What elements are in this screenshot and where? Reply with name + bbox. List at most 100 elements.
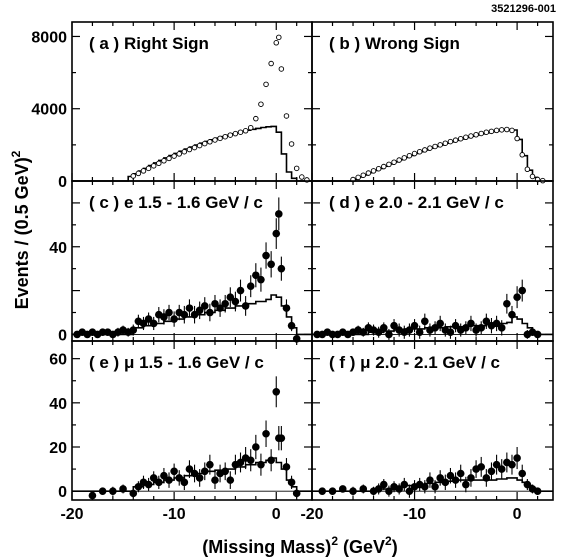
data-point bbox=[498, 127, 505, 133]
data-point bbox=[523, 480, 532, 489]
data-point bbox=[493, 127, 500, 134]
data-point bbox=[467, 474, 475, 482]
data-point bbox=[513, 454, 521, 462]
data-point bbox=[508, 310, 516, 319]
x-tick-label: -20 bbox=[300, 506, 323, 523]
panel-frame bbox=[311, 340, 554, 501]
data-point bbox=[427, 145, 433, 151]
data-point bbox=[374, 485, 383, 493]
data-point bbox=[446, 328, 455, 337]
data-point bbox=[411, 150, 418, 157]
data-point bbox=[416, 148, 423, 155]
x-tick-label: -10 bbox=[403, 506, 426, 523]
data-point bbox=[293, 165, 300, 172]
data-point bbox=[277, 434, 286, 442]
data-point bbox=[441, 478, 450, 487]
data-point bbox=[524, 166, 531, 173]
data-point bbox=[359, 485, 368, 493]
data-point bbox=[246, 456, 255, 465]
panel-c: 0 40 ( c ) e 1.5 - 1.6 GeV / c bbox=[49, 180, 313, 344]
data-point bbox=[246, 282, 255, 291]
data-point bbox=[379, 480, 388, 489]
data-point bbox=[232, 130, 239, 137]
data-point bbox=[262, 251, 270, 260]
data-point bbox=[277, 264, 286, 273]
data-point bbox=[88, 491, 97, 500]
data-point bbox=[421, 482, 429, 491]
data-point bbox=[482, 474, 491, 482]
data-point bbox=[165, 308, 173, 317]
panel-b: ( b ) Wrong Sign bbox=[311, 21, 554, 184]
data-point bbox=[275, 210, 283, 218]
data-point bbox=[253, 115, 259, 122]
data-point bbox=[477, 463, 486, 471]
data-point bbox=[206, 308, 214, 317]
data-point bbox=[196, 142, 203, 149]
data-point bbox=[134, 482, 143, 491]
data-point bbox=[406, 152, 413, 159]
data-point bbox=[519, 152, 525, 158]
y-tick-label: 0 bbox=[58, 174, 67, 191]
y-tick-label: 40 bbox=[49, 396, 67, 413]
data-point bbox=[283, 113, 290, 119]
data-point bbox=[400, 480, 409, 489]
data-point bbox=[176, 151, 182, 157]
data-point bbox=[211, 299, 219, 308]
data-point bbox=[252, 271, 260, 280]
data-point bbox=[299, 174, 305, 180]
data-point bbox=[518, 469, 527, 478]
data-point bbox=[217, 135, 223, 142]
data-point bbox=[533, 487, 542, 495]
data-point bbox=[155, 478, 163, 487]
data-point bbox=[488, 128, 495, 135]
data-point bbox=[165, 476, 173, 484]
data-point bbox=[390, 321, 398, 330]
data-point bbox=[318, 487, 327, 495]
data-point bbox=[360, 172, 367, 178]
y-tick-label: 0 bbox=[58, 484, 67, 501]
data-point bbox=[195, 474, 204, 482]
data-point bbox=[431, 482, 439, 491]
data-point bbox=[436, 319, 444, 328]
data-point bbox=[135, 170, 142, 177]
data-point bbox=[436, 474, 444, 482]
data-point bbox=[487, 467, 496, 476]
data-point bbox=[202, 140, 208, 147]
data-point bbox=[186, 146, 193, 153]
data-point bbox=[442, 140, 449, 146]
data-point bbox=[457, 135, 464, 142]
x-axis-label-unit-sup: 2 bbox=[385, 534, 392, 548]
data-point bbox=[385, 330, 393, 339]
data-point bbox=[231, 297, 240, 306]
data-point bbox=[415, 328, 424, 337]
data-point bbox=[282, 463, 291, 471]
data-point bbox=[129, 326, 138, 334]
data-point bbox=[468, 133, 474, 139]
data-point bbox=[119, 485, 127, 493]
data-point bbox=[518, 286, 527, 295]
data-point bbox=[144, 480, 153, 489]
data-point bbox=[421, 317, 429, 326]
data-point bbox=[385, 487, 393, 495]
data-point bbox=[477, 324, 486, 332]
data-point bbox=[514, 135, 520, 142]
panel-title: ( d ) e 2.0 - 2.1 GeV / c bbox=[329, 193, 504, 212]
data-point bbox=[166, 155, 172, 162]
data-point bbox=[200, 302, 209, 310]
data-point bbox=[242, 128, 249, 134]
x-tick-label: -20 bbox=[60, 506, 83, 523]
panel-f: -20 -10 0 ( f ) μ 2.0 - 2.1 GeV / c bbox=[300, 340, 554, 523]
y-tick-label: 40 bbox=[49, 240, 67, 257]
data-point bbox=[503, 299, 511, 308]
x-axis-label-close: ) bbox=[392, 537, 398, 557]
data-point bbox=[405, 326, 414, 334]
data-point bbox=[129, 489, 138, 498]
data-point bbox=[374, 328, 383, 337]
data-point bbox=[140, 168, 147, 174]
data-point bbox=[287, 478, 296, 487]
data-point bbox=[212, 137, 218, 143]
data-point bbox=[359, 328, 368, 337]
data-point bbox=[456, 469, 465, 478]
